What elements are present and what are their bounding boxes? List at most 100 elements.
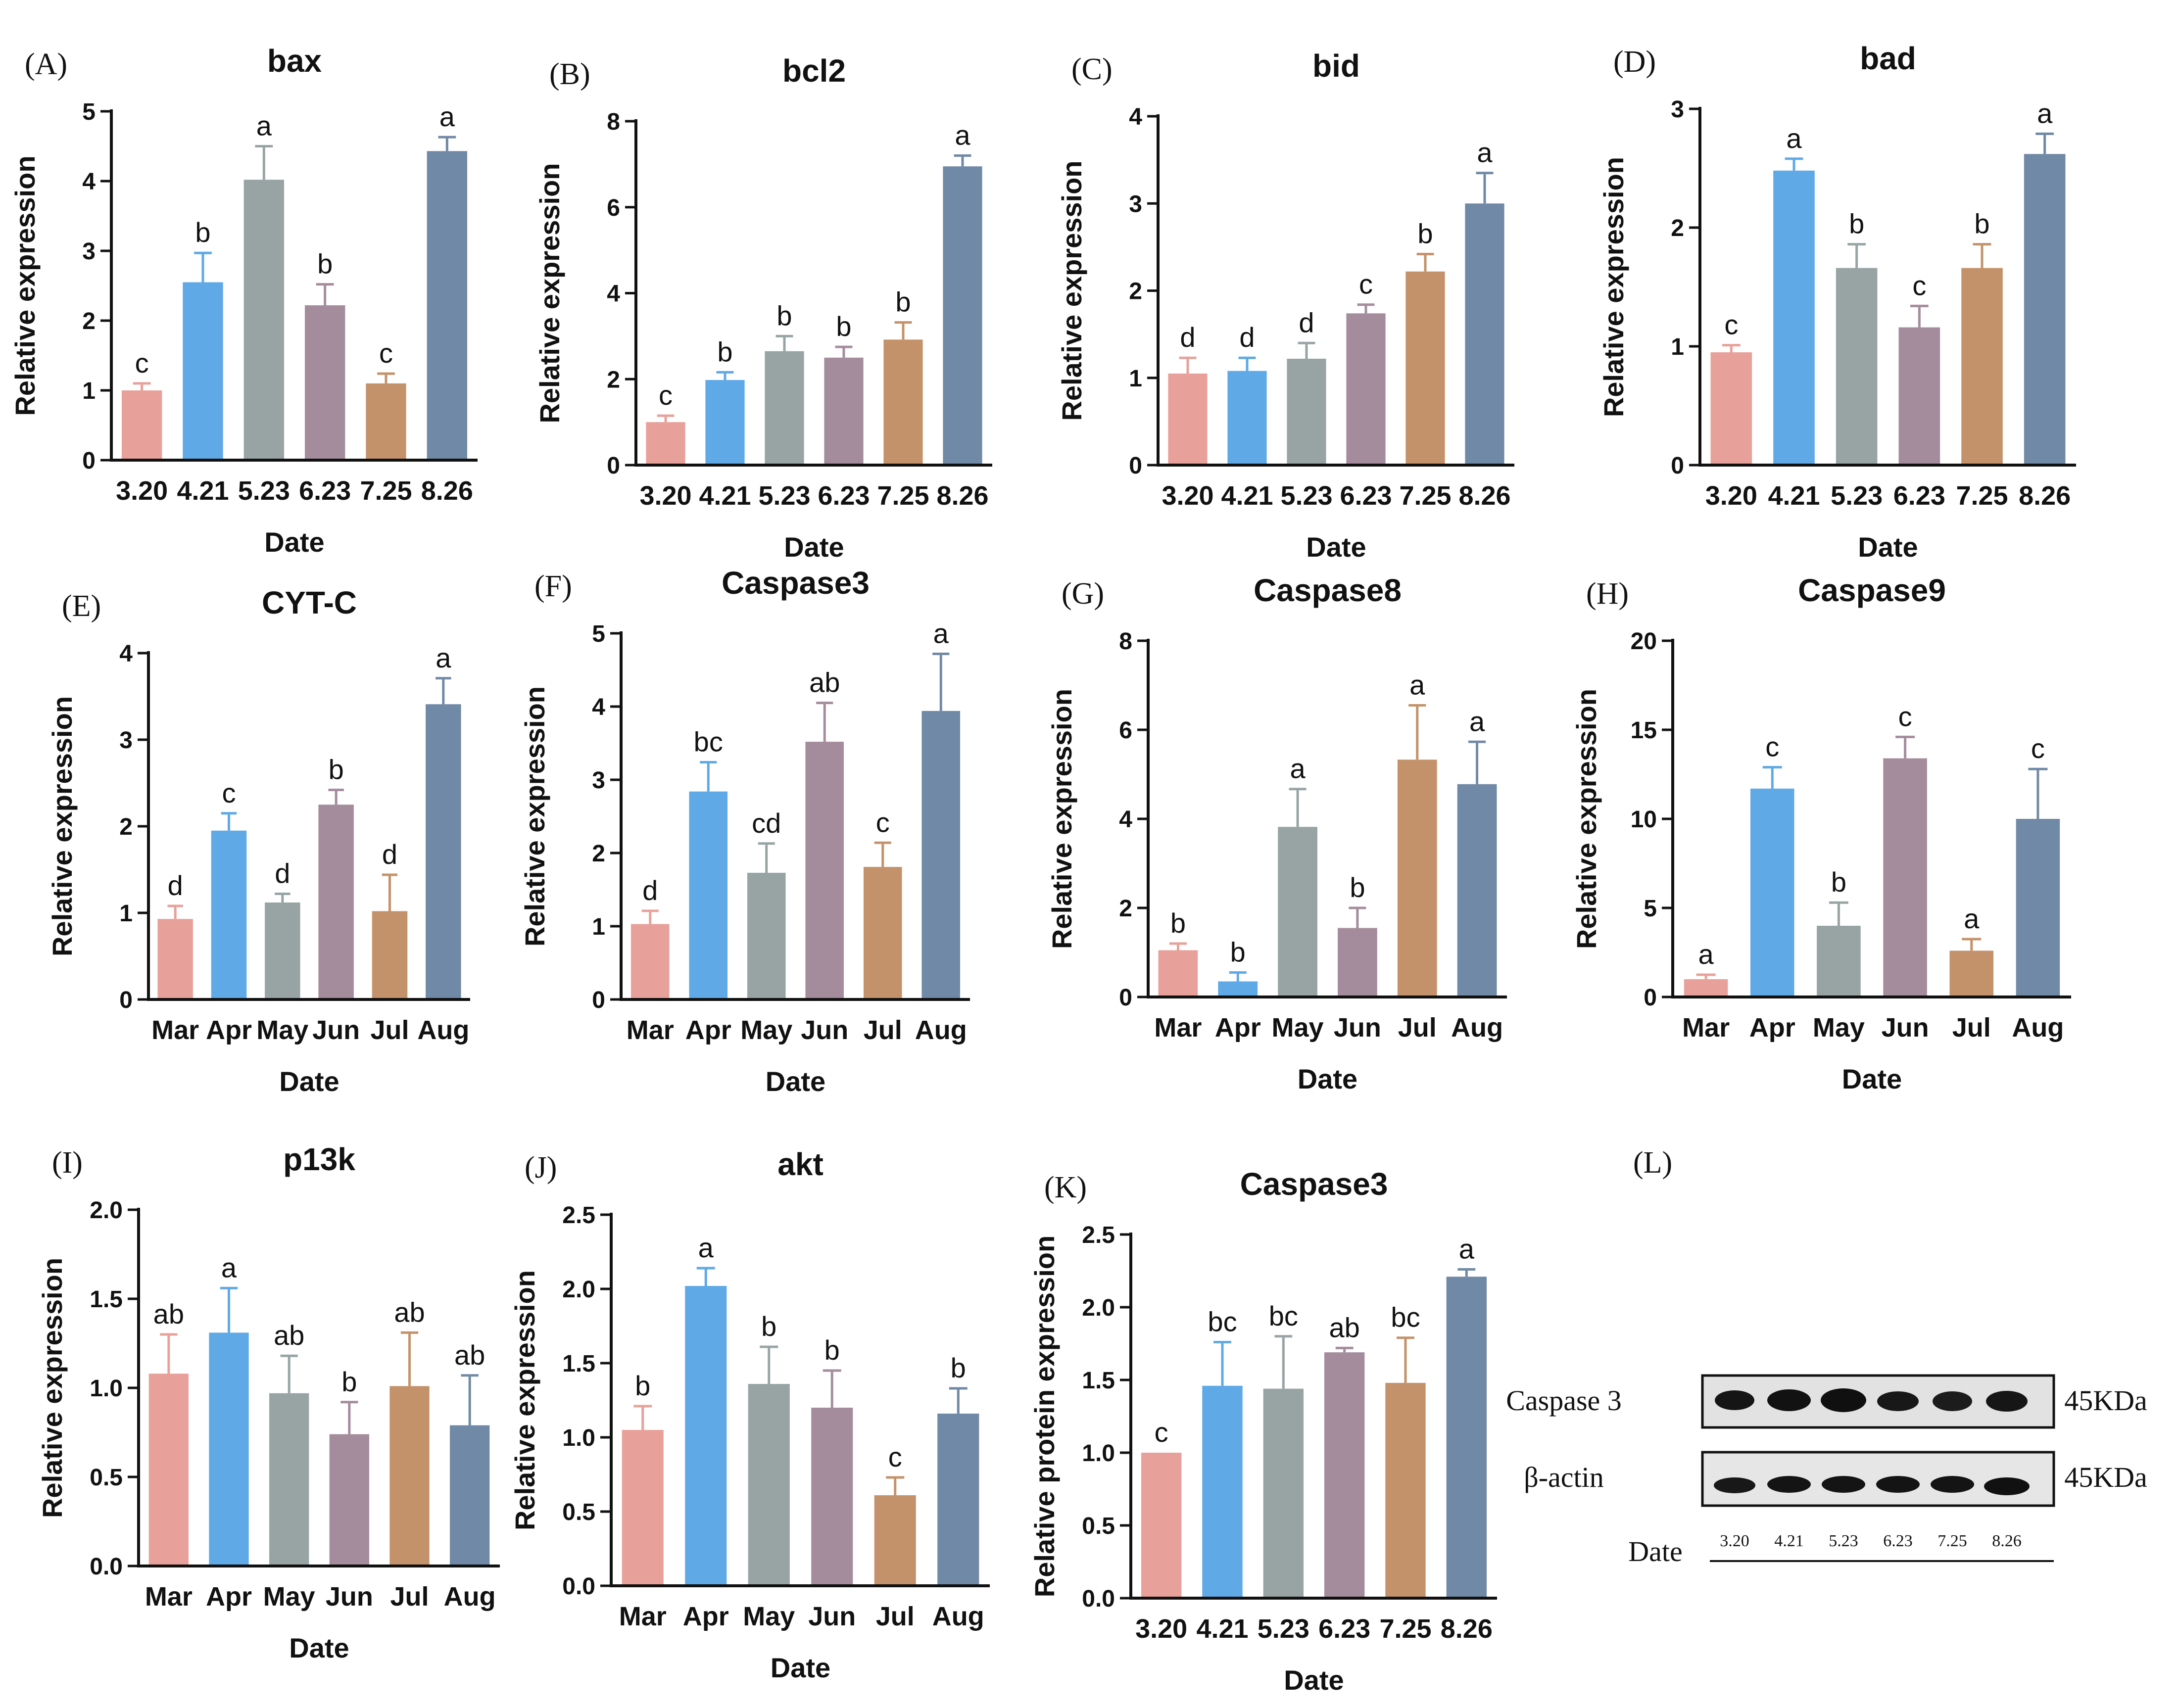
bar xyxy=(1397,759,1437,997)
y-tick-label: 2.0 xyxy=(1082,1295,1115,1321)
significance-label: b xyxy=(824,1334,840,1366)
chart-title: bcl2 xyxy=(782,53,846,89)
panel-letter: (G) xyxy=(1062,577,1104,611)
bar xyxy=(1338,928,1377,997)
y-tick-label: 1 xyxy=(82,378,96,404)
chart-panel: (B) bcl2 c 3.20 b 4.21 b 5.23 b 6.23 b 7.25 a 8.26 0 2 4… xyxy=(534,53,992,563)
significance-label: d xyxy=(382,839,397,870)
y-tick-label: 2.0 xyxy=(562,1277,595,1303)
bar xyxy=(243,180,285,460)
charts: (A) bax c 3.20 b 4.21 a 5.23 b 6.23 c 7.25 a 8.26 0 1 2 3… xyxy=(9,41,2076,1696)
chart-panel: (G) Caspase8 b Mar b Apr a May b Jun a Jul a Aug 0 2 4 6 8… xyxy=(1046,572,1507,1094)
significance-label: c xyxy=(2031,733,2045,764)
significance-label: c xyxy=(888,1441,902,1472)
x-axis-label: Date xyxy=(279,1066,339,1097)
significance-label: ab xyxy=(153,1298,184,1329)
significance-label: c xyxy=(222,777,236,808)
y-tick-label: 4 xyxy=(592,694,605,720)
x-tick-label: Aug xyxy=(1451,1013,1503,1043)
y-tick-label: 0 xyxy=(1129,453,1142,479)
western-blot-panel: (L) Caspase 3 45KDa β-actin 45KDa Date 3… xyxy=(1506,1146,2147,1567)
x-tick-label: Jun xyxy=(1334,1013,1381,1043)
y-tick-label: 8 xyxy=(1119,628,1132,655)
bar xyxy=(1457,784,1497,997)
y-tick-label: 10 xyxy=(1631,807,1657,833)
significance-label: a xyxy=(256,110,272,142)
y-tick-label: 1.5 xyxy=(1082,1368,1115,1394)
bar xyxy=(748,1384,790,1586)
y-tick-label: 8 xyxy=(607,109,620,135)
x-tick-label: Mar xyxy=(1682,1013,1730,1043)
y-tick-label: 0 xyxy=(592,987,605,1013)
bar xyxy=(685,1286,727,1586)
significance-label: a xyxy=(1786,123,1802,154)
significance-label: a xyxy=(439,101,455,132)
bar xyxy=(1385,1382,1426,1598)
x-tick-label: Jul xyxy=(1952,1013,1991,1043)
x-tick-label: Jul xyxy=(370,1015,409,1045)
bar xyxy=(1773,170,1815,465)
x-tick-label: May xyxy=(740,1015,792,1045)
x-tick-label: Jul xyxy=(1398,1013,1437,1043)
x-tick-label: May xyxy=(1813,1013,1865,1043)
chart-title: Caspase8 xyxy=(1254,572,1402,608)
significance-label: d xyxy=(1299,307,1314,338)
chart-panel: (K) Caspase3 c 3.20 bc 4.21 bc 5.23 ab 6.23 bc 7.25… xyxy=(1029,1166,1497,1696)
significance-label: d xyxy=(642,875,658,906)
x-tick-label: 6.23 xyxy=(1318,1614,1370,1644)
significance-label: b xyxy=(1417,218,1433,249)
bar xyxy=(318,805,354,999)
significance-label: b xyxy=(317,248,333,280)
significance-label: d xyxy=(1239,322,1255,353)
bar xyxy=(1465,203,1504,465)
x-tick-label: Apr xyxy=(685,1015,731,1045)
y-tick-label: 1.0 xyxy=(562,1425,595,1451)
blot-band xyxy=(1715,1390,1754,1410)
x-axis-label: Date xyxy=(1306,531,1366,563)
bar xyxy=(1684,979,1728,997)
chart-panel: (I) p13k ab Mar a Apr ab May b Jun ab Jul ab Aug 0.0 0.… xyxy=(37,1141,500,1663)
x-tick-label: Mar xyxy=(145,1582,193,1612)
bar xyxy=(1405,271,1445,465)
x-tick-label: 4.21 xyxy=(1221,481,1273,511)
significance-label: d xyxy=(168,870,183,901)
y-tick-label: 1.5 xyxy=(562,1351,595,1377)
significance-label: c xyxy=(1359,269,1373,300)
bar xyxy=(1324,1352,1365,1598)
significance-label: bc xyxy=(694,726,723,757)
y-tick-label: 0 xyxy=(82,448,96,474)
bar xyxy=(372,911,408,999)
chart-title: bid xyxy=(1312,48,1360,84)
x-tick-label: 7.25 xyxy=(360,476,412,506)
chart-title: bax xyxy=(267,43,322,79)
bar xyxy=(943,166,982,465)
y-axis-label: Relative expression xyxy=(1571,689,1602,949)
x-axis-label: Date xyxy=(771,1652,830,1683)
bar xyxy=(630,924,670,999)
x-tick-label: 8.26 xyxy=(936,481,988,511)
bar xyxy=(1141,1453,1182,1598)
blot-dates: 3.20 4.21 5.23 6.23 7.25 8.26 xyxy=(1720,1532,2022,1550)
chart-panel: (A) bax c 3.20 b 4.21 a 5.23 b 6.23 c 7.25 a 8.26 0 1 2 3… xyxy=(9,43,478,558)
blot-band xyxy=(1767,1476,1811,1493)
significance-label: b xyxy=(761,1311,776,1342)
y-axis-label: Relative expression xyxy=(509,1270,540,1530)
y-tick-label: 0 xyxy=(1671,453,1684,479)
blot-date-label: Date xyxy=(1628,1535,1683,1567)
bar xyxy=(450,1425,490,1566)
x-tick-label: Aug xyxy=(444,1582,496,1612)
bar xyxy=(1750,788,1794,997)
y-tick-label: 1 xyxy=(1671,334,1684,360)
bar xyxy=(1346,313,1386,465)
bar xyxy=(1817,926,1861,997)
x-tick-label: Apr xyxy=(683,1602,729,1631)
significance-label: a xyxy=(2037,97,2053,129)
significance-label: ab xyxy=(1329,1312,1360,1343)
significance-label: a xyxy=(436,642,451,673)
bar xyxy=(1949,950,1994,997)
x-tick-label: 4.21 xyxy=(1768,481,1820,511)
bar xyxy=(1278,827,1317,997)
significance-label: b xyxy=(1230,937,1246,968)
chart-panel: (F) Caspase3 d Mar bc Apr cd May ab Jun c Jul a Aug 0 1… xyxy=(519,565,970,1097)
significance-label: bc xyxy=(1391,1302,1420,1333)
